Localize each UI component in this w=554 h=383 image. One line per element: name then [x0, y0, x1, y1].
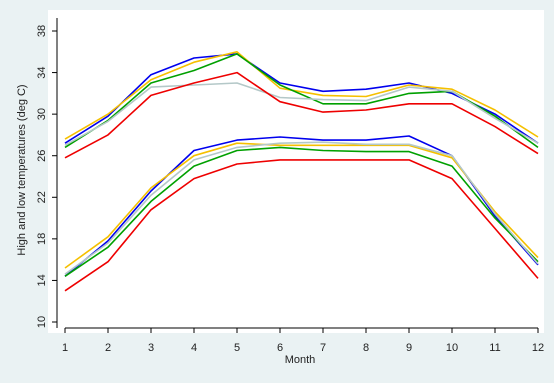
series-line-8	[64, 146, 539, 277]
series-line-4	[64, 82, 539, 146]
x-tick-label: 11	[489, 342, 500, 354]
series-layer	[64, 50, 539, 292]
plot-area	[48, 10, 544, 333]
y-axis-label: High and low temperatures (deg C)	[16, 84, 28, 255]
x-tick-label: 10	[446, 342, 458, 354]
y-tick-label: 10	[36, 316, 48, 328]
y-tick-label: 22	[36, 191, 48, 203]
y-tick-label: 38	[36, 25, 48, 37]
y-tick-label: 30	[36, 108, 48, 120]
y-tick-label: 18	[36, 233, 48, 245]
y-tick-label: 34	[36, 66, 48, 78]
x-tick-label: 6	[277, 342, 283, 354]
x-tick-layer: 1 2 3 4 5 6 7 8 9 10 11 12	[62, 328, 544, 354]
series-line-10	[64, 159, 539, 292]
y-tick-label: 26	[36, 150, 48, 162]
x-tick-label: 4	[191, 342, 197, 354]
y-tick-layer: 10 14 18 22 26 30 34 38	[36, 25, 57, 328]
x-tick-label: 3	[148, 342, 154, 354]
x-tick-label: 1	[62, 342, 68, 354]
x-axis-label: Month	[285, 354, 316, 366]
x-tick-label: 5	[234, 342, 240, 354]
x-tick-label: 9	[406, 342, 412, 354]
y-tick-label: 14	[36, 274, 48, 286]
x-tick-label: 2	[105, 342, 111, 354]
series-line-2	[64, 50, 539, 140]
series-line-9	[64, 141, 539, 275]
x-tick-label: 12	[532, 342, 544, 354]
x-tick-label: 8	[363, 342, 369, 354]
series-line-1	[64, 53, 539, 144]
series-line-7	[64, 142, 539, 269]
x-tick-label: 7	[320, 342, 326, 354]
series-line-5	[64, 71, 539, 159]
